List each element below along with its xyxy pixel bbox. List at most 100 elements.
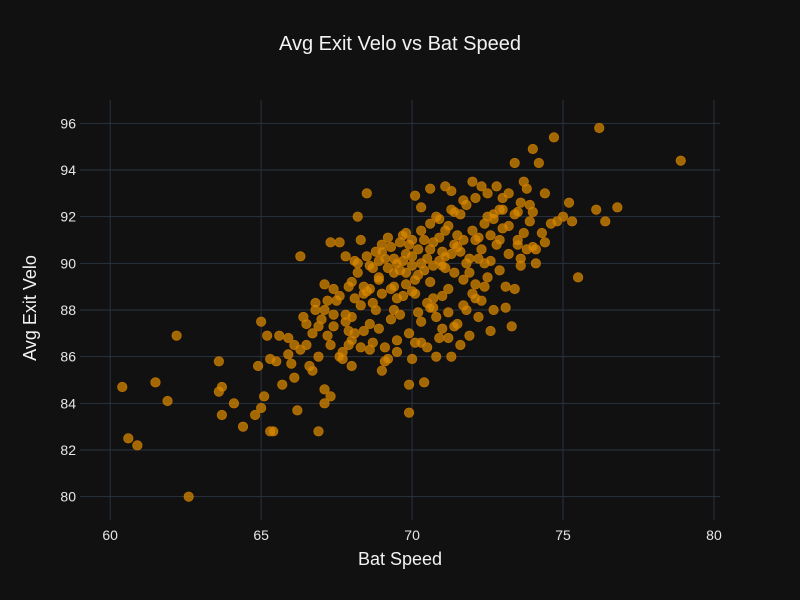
scatter-point xyxy=(449,321,460,332)
scatter-point xyxy=(573,272,584,283)
scatter-point xyxy=(289,372,300,383)
scatter-point xyxy=(277,379,288,390)
scatter-point xyxy=(675,155,686,166)
scatter-point xyxy=(476,181,487,192)
scatter-point xyxy=(530,258,541,269)
scatter-point xyxy=(340,251,351,262)
scatter-point xyxy=(437,260,448,271)
scatter-point xyxy=(123,433,134,444)
scatter-point xyxy=(485,325,496,337)
scatter-point xyxy=(443,283,454,295)
scatter-point xyxy=(509,283,520,295)
scatter-point xyxy=(566,216,578,227)
scatter-point xyxy=(509,157,520,169)
chart-title: Avg Exit Velo vs Bat Speed xyxy=(279,33,521,55)
scatter-point xyxy=(355,300,366,311)
scatter-point xyxy=(536,227,547,239)
y-axis-title: Avg Exit Velo xyxy=(20,255,40,361)
scatter-point xyxy=(376,288,387,299)
scatter-point xyxy=(334,237,345,248)
scatter-point xyxy=(524,216,535,227)
scatter-point xyxy=(328,321,339,332)
scatter-point xyxy=(307,328,318,339)
scatter-point xyxy=(503,248,514,260)
y-tick-label: 94 xyxy=(60,162,76,178)
scatter-point xyxy=(416,337,427,348)
scatter-point xyxy=(213,356,224,367)
x-axis-title: Bat Speed xyxy=(358,549,442,569)
scatter-point xyxy=(419,377,430,388)
scatter-point xyxy=(473,311,484,323)
scatter-point xyxy=(228,398,240,409)
scatter-point xyxy=(539,188,551,199)
scatter-point xyxy=(406,234,418,246)
scatter-point xyxy=(325,339,336,351)
scatter-point xyxy=(512,239,523,250)
scatter-point xyxy=(458,274,469,285)
scatter-point xyxy=(458,234,469,246)
scatter-point xyxy=(488,209,499,220)
scatter-point xyxy=(364,260,375,271)
x-tick-label: 75 xyxy=(555,527,571,543)
scatter-point xyxy=(594,122,605,134)
scatter-point xyxy=(409,274,421,285)
scatter-point xyxy=(416,316,427,327)
scatter-point xyxy=(352,267,363,278)
scatter-point xyxy=(385,241,397,253)
scatter-point xyxy=(479,281,490,292)
scatter-point xyxy=(349,255,360,267)
y-tick-label: 84 xyxy=(60,395,76,411)
scatter-point xyxy=(355,234,366,246)
scatter-point xyxy=(563,197,575,208)
scatter-point xyxy=(406,260,418,271)
scatter-point xyxy=(521,183,532,194)
scatter-point xyxy=(467,176,478,187)
scatter-point xyxy=(328,309,339,320)
scatter-point xyxy=(533,157,544,169)
scatter-point xyxy=(515,253,526,264)
scatter-point xyxy=(361,188,372,199)
scatter-point xyxy=(539,237,551,248)
scatter-point xyxy=(379,253,391,264)
scatter-point xyxy=(431,351,442,362)
scatter-point xyxy=(464,253,475,264)
scatter-point xyxy=(434,332,445,344)
scatter-point xyxy=(117,381,128,393)
scatter-point xyxy=(283,332,294,344)
scatter-point xyxy=(289,339,300,351)
scatter-point xyxy=(494,234,505,246)
scatter-point xyxy=(503,220,514,232)
scatter-point xyxy=(467,225,478,236)
scatter-point xyxy=(600,216,611,227)
scatter-point xyxy=(446,185,457,197)
scatter-point xyxy=(406,353,418,365)
scatter-point xyxy=(346,311,357,323)
scatter-point xyxy=(476,244,487,255)
scatter-point xyxy=(346,335,357,346)
scatter-point xyxy=(500,302,511,313)
scatter-point xyxy=(434,213,445,225)
scatter-point xyxy=(313,426,324,437)
scatter-point xyxy=(286,358,297,369)
scatter-point xyxy=(400,279,412,290)
x-tick-label: 80 xyxy=(706,527,722,543)
y-tick-label: 80 xyxy=(60,489,76,505)
y-tick-label: 90 xyxy=(60,255,76,271)
scatter-point xyxy=(485,255,496,267)
scatter-point xyxy=(397,290,409,302)
scatter-point xyxy=(434,232,445,243)
scatter-point xyxy=(425,183,436,194)
scatter-point xyxy=(183,491,194,502)
scatter-point xyxy=(358,325,369,337)
scatter-point xyxy=(216,381,227,393)
scatter-point xyxy=(364,318,375,330)
scatter-point xyxy=(497,204,508,215)
scatter-point xyxy=(370,304,381,316)
scatter-point xyxy=(307,365,318,376)
scatter-point xyxy=(274,330,285,341)
scatter-point xyxy=(470,293,481,304)
scatter-point xyxy=(349,293,360,304)
scatter-point xyxy=(548,132,560,143)
scatter-point xyxy=(283,349,294,360)
scatter-point xyxy=(319,304,330,316)
